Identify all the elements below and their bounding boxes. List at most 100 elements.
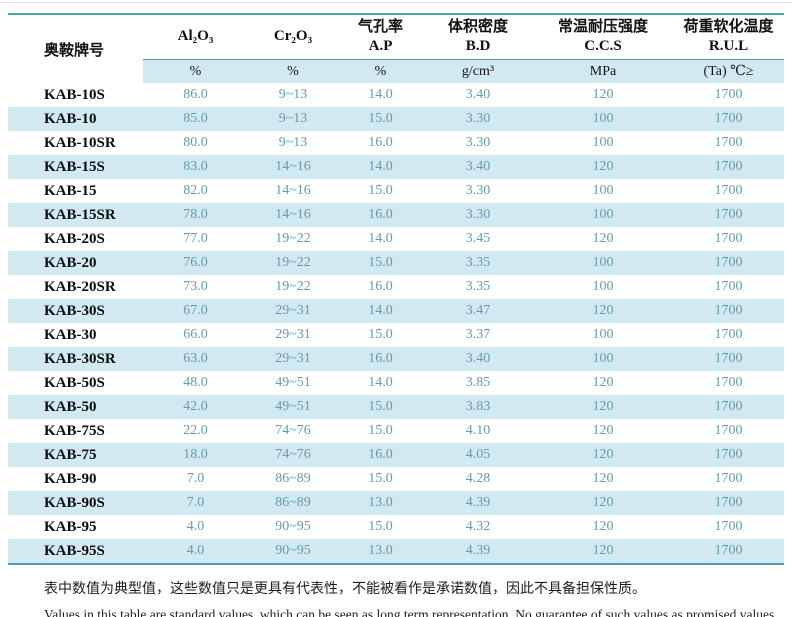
table-row: KAB-30S 67.0 29~31 14.0 3.47 120 1700 (8, 299, 784, 323)
value-cell: 14~16 (248, 203, 338, 227)
value-cell: 4.28 (465, 471, 491, 486)
value-cell: 4.32 (465, 519, 491, 534)
value-cell: 120 (533, 395, 673, 419)
value-cell: 76.0 (143, 251, 248, 275)
value-cell: 1700 (673, 395, 784, 419)
value-cell: 4.0 (186, 519, 205, 534)
value-cell: 1700 (714, 183, 743, 198)
brand-cell: KAB-15SR (8, 203, 143, 227)
brand-cell: KAB-10S (44, 86, 105, 103)
table-row: KAB-10SR 80.0 9~13 16.0 3.30 100 1700 (8, 131, 784, 155)
column-header-rul-abbr: R.U.L (708, 38, 749, 54)
value-cell: 3.30 (465, 183, 491, 198)
value-cell: 120 (533, 443, 673, 467)
value-cell: 1700 (714, 519, 743, 534)
value-cell: 80.0 (183, 135, 208, 150)
value-cell: 1700 (714, 471, 743, 486)
brand-cell: KAB-10SR (44, 134, 116, 151)
brand-cell: KAB-90S (8, 491, 143, 515)
value-cell: 3.37 (465, 327, 491, 342)
value-cell: 9~13 (248, 107, 338, 131)
value-cell: 1700 (714, 279, 743, 294)
value-cell: 3.30 (423, 203, 533, 227)
value-cell: 16.0 (338, 203, 423, 227)
table-header: 奥鞍牌号 Al₂O₃ Cr₂O₃ 气孔率 A.P (8, 14, 784, 83)
value-cell: 16.0 (338, 443, 423, 467)
value-cell: 1700 (673, 491, 784, 515)
value-cell: 14~16 (248, 155, 338, 179)
value-cell: 86~89 (275, 471, 311, 486)
value-cell: 120 (533, 155, 673, 179)
value-cell: 100 (533, 203, 673, 227)
value-cell: 1700 (714, 231, 743, 246)
page-top-divider (0, 2, 792, 3)
value-cell: 15.0 (368, 183, 393, 198)
table-row: KAB-90 7.0 86~89 15.0 4.28 120 1700 (8, 467, 784, 491)
value-cell: 9~13 (278, 87, 308, 102)
table-row: KAB-15SR 78.0 14~16 16.0 3.30 100 1700 (8, 203, 784, 227)
value-cell: 1700 (673, 539, 784, 564)
value-cell: 16.0 (368, 279, 393, 294)
value-cell: 100 (533, 251, 673, 275)
note-english: Values in this table are standard values… (44, 607, 778, 617)
value-cell: 1700 (714, 87, 743, 102)
value-cell: 90~95 (248, 539, 338, 564)
value-cell: 13.0 (338, 539, 423, 564)
value-cell: 1700 (714, 375, 743, 390)
value-cell: 3.85 (465, 375, 491, 390)
value-cell: 1700 (673, 347, 784, 371)
value-cell: 90~95 (275, 519, 311, 534)
table-row: KAB-20S 77.0 19~22 14.0 3.45 120 1700 (8, 227, 784, 251)
value-cell: 16.0 (368, 135, 393, 150)
table-row: KAB-10S 86.0 9~13 14.0 3.40 120 1700 (8, 83, 784, 107)
units-row: % % % g/cm³ MPa (Ta) ℃≥ (8, 59, 784, 83)
value-cell: 15.0 (368, 471, 393, 486)
table-row: KAB-50S 48.0 49~51 14.0 3.85 120 1700 (8, 371, 784, 395)
value-cell: 100 (592, 135, 614, 150)
brand-cell: KAB-30 (44, 326, 97, 343)
value-cell: 7.0 (186, 471, 205, 486)
value-cell: 14.0 (368, 87, 393, 102)
value-cell: 19~22 (248, 251, 338, 275)
value-cell: 120 (592, 471, 614, 486)
value-cell: 82.0 (183, 183, 208, 198)
value-cell: 14.0 (338, 299, 423, 323)
column-header-bd-abbr: B.D (465, 38, 491, 54)
value-cell: 1700 (714, 327, 743, 342)
value-cell: 66.0 (183, 327, 208, 342)
unit-cell-ccs: MPa (533, 59, 673, 83)
value-cell: 100 (533, 347, 673, 371)
column-header-cold-crushing-strength: 常温耐压强度 C.C.S (533, 14, 673, 60)
value-cell: 120 (533, 491, 673, 515)
brand-cell: KAB-15 (44, 182, 97, 199)
value-cell: 100 (533, 107, 673, 131)
value-cell: 1700 (673, 443, 784, 467)
table-row: KAB-15 82.0 14~16 15.0 3.30 100 1700 (8, 179, 784, 203)
table-row: KAB-20SR 73.0 19~22 16.0 3.35 100 1700 (8, 275, 784, 299)
value-cell: 1700 (673, 299, 784, 323)
table-row: KAB-30SR 63.0 29~31 16.0 3.40 100 1700 (8, 347, 784, 371)
value-cell: 86~89 (248, 491, 338, 515)
value-cell: 78.0 (143, 203, 248, 227)
unit-cell-cr2o3: % (248, 59, 338, 83)
value-cell: 22.0 (183, 423, 208, 438)
column-header-al2o3-label: Al₂O₃ (177, 28, 214, 45)
value-cell: 4.39 (423, 491, 533, 515)
column-header-apparent-porosity: 气孔率 A.P (338, 14, 423, 60)
value-cell: 1700 (673, 251, 784, 275)
value-cell: 3.40 (465, 87, 491, 102)
column-header-bulk-density: 体积密度 B.D (423, 14, 533, 60)
value-cell: 3.40 (423, 347, 533, 371)
value-cell: 15.0 (368, 327, 393, 342)
column-header-bd-cn: 体积密度 (447, 18, 508, 35)
value-cell: 85.0 (143, 107, 248, 131)
note-chinese: 表中数值为典型值，这些数值只是更具有代表性，不能被看作是承诺数值，因此不具备担保… (44, 582, 646, 597)
table-row: KAB-20 76.0 19~22 15.0 3.35 100 1700 (8, 251, 784, 275)
value-cell: 16.0 (338, 347, 423, 371)
value-cell: 18.0 (143, 443, 248, 467)
brand-cell: KAB-75 (8, 443, 143, 467)
table-row: KAB-30 66.0 29~31 15.0 3.37 100 1700 (8, 323, 784, 347)
table-row: KAB-95S 4.0 90~95 13.0 4.39 120 1700 (8, 539, 784, 564)
value-cell: 9~13 (278, 135, 308, 150)
value-cell: 120 (592, 87, 614, 102)
